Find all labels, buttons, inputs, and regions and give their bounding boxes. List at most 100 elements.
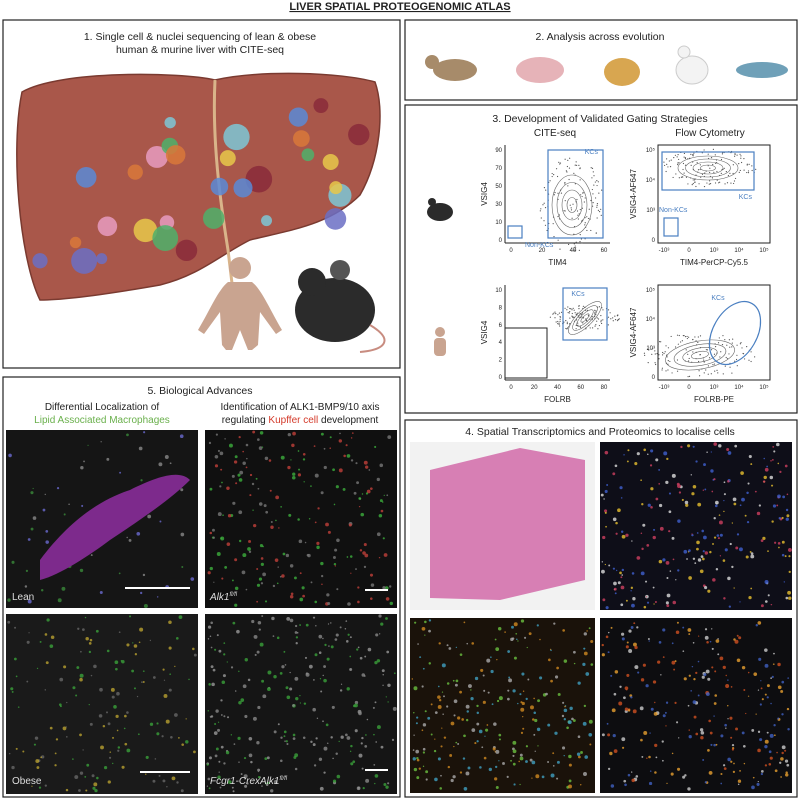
speckle [627, 773, 631, 777]
speckle [723, 767, 727, 771]
speckle [209, 566, 213, 571]
speckle [479, 766, 482, 769]
event [540, 217, 542, 219]
speckle [323, 771, 326, 774]
speckle [162, 779, 166, 783]
event [558, 214, 560, 216]
event [693, 152, 695, 154]
event [597, 318, 600, 320]
event [736, 365, 738, 367]
event [554, 191, 556, 194]
y-tick-label: 2 [499, 358, 503, 364]
image [600, 618, 792, 793]
speckle [412, 757, 416, 761]
event [607, 324, 609, 326]
speckle [702, 489, 705, 491]
event [559, 325, 561, 327]
speckle [637, 671, 640, 674]
speckle [610, 674, 613, 677]
speckle [778, 517, 781, 520]
speckle [522, 716, 524, 718]
event [552, 223, 554, 225]
speckle [382, 674, 384, 676]
speckle [221, 680, 226, 685]
event [720, 351, 722, 353]
speckle [677, 569, 680, 572]
speckle [372, 706, 375, 709]
speckle [334, 548, 338, 552]
event [665, 370, 667, 372]
speckle [233, 460, 238, 464]
speckle [736, 533, 740, 536]
speckle [315, 737, 318, 740]
speckle [433, 749, 437, 753]
speckle [691, 534, 694, 537]
speckle [107, 780, 111, 784]
speckle [731, 748, 735, 751]
cell [165, 145, 186, 165]
speckle [455, 679, 459, 683]
speckle [665, 561, 670, 565]
speckle [213, 581, 215, 583]
speckle [723, 500, 725, 502]
speckle [343, 454, 346, 458]
speckle [613, 749, 618, 754]
speckle [621, 637, 625, 641]
speckle [181, 743, 184, 746]
speckle [112, 736, 115, 739]
speckle [718, 444, 722, 448]
heading: Differential Localization of [45, 402, 160, 413]
speckle [764, 648, 768, 652]
speckle [726, 448, 730, 452]
event [578, 249, 580, 251]
speckle [115, 667, 118, 671]
speckle [346, 736, 351, 740]
y-tick-label: 70 [495, 166, 502, 172]
speckle [787, 728, 790, 731]
speckle [289, 618, 294, 623]
speckle [162, 668, 165, 671]
event [735, 358, 738, 361]
speckle [781, 713, 784, 716]
x-tick-label: 40 [554, 385, 561, 391]
speckle [344, 628, 347, 630]
speckle [422, 765, 425, 768]
speckle [733, 638, 736, 641]
event [573, 172, 575, 174]
event [569, 317, 571, 319]
speckle [601, 643, 604, 647]
speckle [244, 784, 248, 788]
event [661, 367, 663, 369]
event [572, 316, 574, 319]
speckle [459, 653, 463, 656]
event [589, 327, 591, 329]
speckle [608, 631, 610, 634]
speckle [252, 509, 254, 511]
speckle [713, 715, 715, 717]
speckle [646, 601, 650, 604]
event [704, 172, 706, 174]
event [739, 343, 742, 345]
speckle [279, 672, 283, 675]
speckle [365, 734, 367, 736]
event [692, 155, 694, 157]
event [665, 170, 667, 173]
speckle [369, 487, 373, 491]
speckle [261, 615, 264, 618]
speckle [645, 684, 649, 688]
speckle [133, 644, 138, 648]
speckle [293, 576, 297, 580]
event [722, 335, 724, 337]
speckle [780, 757, 784, 761]
event [570, 207, 572, 209]
contour [700, 164, 716, 172]
speckle [692, 700, 697, 704]
speckle [280, 759, 283, 763]
event [564, 182, 566, 184]
event [724, 365, 726, 367]
speckle [379, 463, 384, 468]
event [703, 359, 705, 361]
speckle [318, 757, 323, 761]
speckle [251, 482, 255, 486]
